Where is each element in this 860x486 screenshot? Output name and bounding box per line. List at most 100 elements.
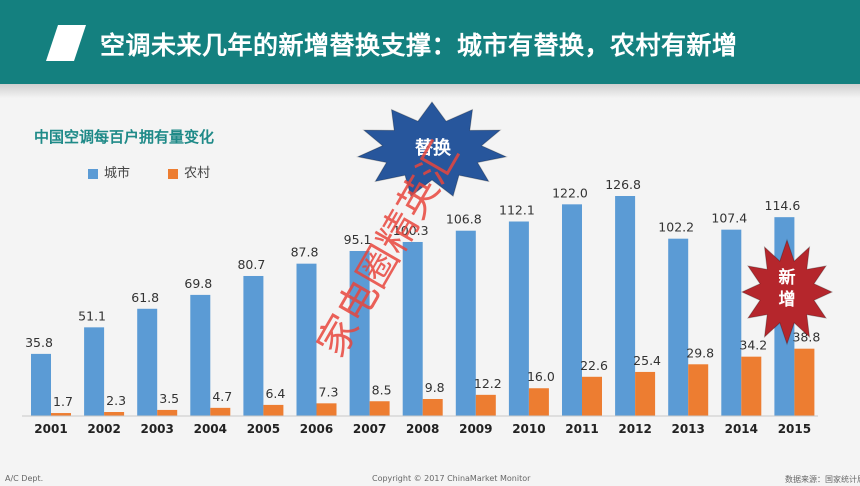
data-label-urban-2011: 122.0: [552, 185, 588, 200]
legend-label-urban: 城市: [104, 166, 131, 181]
x-tick-label-2015: 2015: [778, 422, 811, 436]
data-label-rural-2014: 34.2: [739, 338, 767, 353]
data-label-urban-2008: 100.3: [393, 223, 429, 238]
bar-urban-2002: [84, 327, 105, 416]
bar-urban-2011: [562, 204, 582, 416]
new-callout-label-line1: 新: [779, 267, 796, 288]
bar-rural-2001: [51, 413, 71, 416]
bar-urban-2003: [137, 308, 158, 416]
x-tick-label-2002: 2002: [87, 422, 120, 436]
data-label-rural-2008: 9.8: [425, 380, 445, 395]
data-label-rural-2002: 2.3: [106, 393, 126, 408]
chart-title: 中国空调每百户拥有量变化: [34, 128, 215, 146]
bar-rural-2006: [316, 403, 337, 416]
header-accent-shape: [46, 25, 86, 61]
data-label-urban-2013: 102.2: [658, 220, 694, 235]
data-label-urban-2002: 51.1: [78, 308, 106, 323]
data-label-urban-2003: 61.8: [131, 290, 159, 305]
data-label-rural-2009: 12.2: [474, 376, 502, 391]
labels-layer: 35.8 1.7 2001 51.1 2.3 2002 61.8 3.5 2003 69.8 4.7…: [25, 177, 820, 436]
x-tick-label-2004: 2004: [194, 422, 227, 436]
footer-center: Copyright © 2017 ChinaMarket Monitor: [372, 474, 531, 483]
bar-urban-2007: [349, 251, 370, 416]
data-label-urban-2004: 69.8: [184, 276, 212, 291]
bar-rural-2013: [688, 364, 709, 416]
x-tick-label-2012: 2012: [618, 422, 651, 436]
bar-urban-2009: [455, 230, 476, 416]
slide-title: 空调未来几年的新增替换支撑：城市有替换，农村有新增: [100, 31, 738, 60]
data-label-urban-2010: 112.1: [499, 203, 535, 218]
header-bar: 空调未来几年的新增替换支撑：城市有替换，农村有新增: [0, 0, 860, 84]
bar-urban-2010: [508, 221, 529, 416]
bar-rural-2002: [104, 412, 125, 416]
bar-urban-2008: [402, 241, 423, 416]
legend-swatch-rural: [168, 168, 179, 179]
legend-item-urban: 城市: [88, 162, 130, 181]
x-tick-label-2011: 2011: [565, 422, 598, 436]
bar-urban-2006: [296, 263, 317, 416]
data-label-rural-2001: 1.7: [53, 394, 73, 409]
data-label-rural-2011: 22.6: [580, 358, 608, 373]
bar-rural-2007: [369, 401, 390, 416]
x-tick-label-2014: 2014: [725, 422, 758, 436]
bar-urban-2012: [615, 196, 636, 416]
data-label-rural-2015: 38.8: [792, 330, 820, 345]
data-label-urban-2012: 126.8: [605, 177, 641, 192]
x-tick-label-2007: 2007: [353, 422, 386, 436]
x-tick-label-2006: 2006: [300, 422, 333, 436]
bar-rural-2011: [582, 376, 602, 416]
data-label-urban-2015: 114.6: [765, 198, 801, 213]
bars-layer: [31, 196, 815, 416]
bar-urban-2001: [31, 353, 51, 416]
data-label-urban-2007: 95.1: [344, 232, 372, 247]
bar-rural-2005: [263, 404, 284, 416]
data-label-rural-2005: 6.4: [265, 386, 285, 401]
new-callout: 新 增: [740, 238, 834, 346]
new-burst-shape: [740, 238, 834, 346]
bar-rural-2004: [210, 407, 231, 416]
data-label-rural-2007: 8.5: [372, 382, 392, 397]
data-label-rural-2010: 16.0: [527, 369, 555, 384]
data-label-rural-2004: 4.7: [212, 389, 232, 404]
bar-rural-2012: [635, 371, 656, 416]
bar-rural-2015: [794, 348, 815, 416]
bar-urban-2014: [721, 229, 742, 416]
bar-rural-2008: [422, 398, 443, 416]
x-tick-label-2003: 2003: [140, 422, 173, 436]
x-tick-label-2009: 2009: [459, 422, 492, 436]
chart-legend: 城市 农村: [88, 162, 244, 181]
x-tick-label-2013: 2013: [671, 422, 704, 436]
data-label-urban-2001: 35.8: [25, 335, 53, 350]
bar-rural-2014: [741, 356, 762, 416]
legend-swatch-urban: [88, 168, 98, 179]
footer-left: A/C Dept.: [5, 474, 44, 483]
new-callout-label-line2: 增: [779, 289, 796, 310]
bar-urban-2013: [668, 238, 689, 416]
bar-rural-2010: [528, 388, 549, 416]
bar-urban-2004: [190, 294, 211, 416]
bar-rural-2009: [475, 394, 496, 416]
footer-right: 数据来源：国家统计局: [785, 475, 860, 484]
x-tick-label-2008: 2008: [406, 422, 439, 436]
legend-label-rural: 农村: [184, 166, 211, 181]
header-shadow: [0, 84, 860, 98]
data-label-rural-2013: 29.8: [686, 345, 714, 360]
data-label-urban-2006: 87.8: [291, 245, 319, 260]
data-label-rural-2003: 3.5: [159, 391, 179, 406]
x-tick-label-2005: 2005: [247, 422, 280, 436]
replace-callout-label: 替换: [415, 137, 452, 159]
legend-item-rural: 农村: [168, 162, 210, 181]
data-label-rural-2006: 7.3: [319, 384, 339, 399]
x-tick-label-2001: 2001: [34, 422, 67, 436]
data-label-rural-2012: 25.4: [633, 353, 661, 368]
bar-urban-2005: [243, 275, 264, 416]
x-tick-label-2010: 2010: [512, 422, 545, 436]
bar-rural-2003: [157, 409, 178, 416]
replace-callout: 替换: [356, 101, 508, 197]
data-label-urban-2014: 107.4: [711, 211, 747, 226]
replace-burst-shape: [356, 101, 508, 197]
data-label-urban-2005: 80.7: [237, 257, 265, 272]
data-label-urban-2009: 106.8: [446, 212, 482, 227]
